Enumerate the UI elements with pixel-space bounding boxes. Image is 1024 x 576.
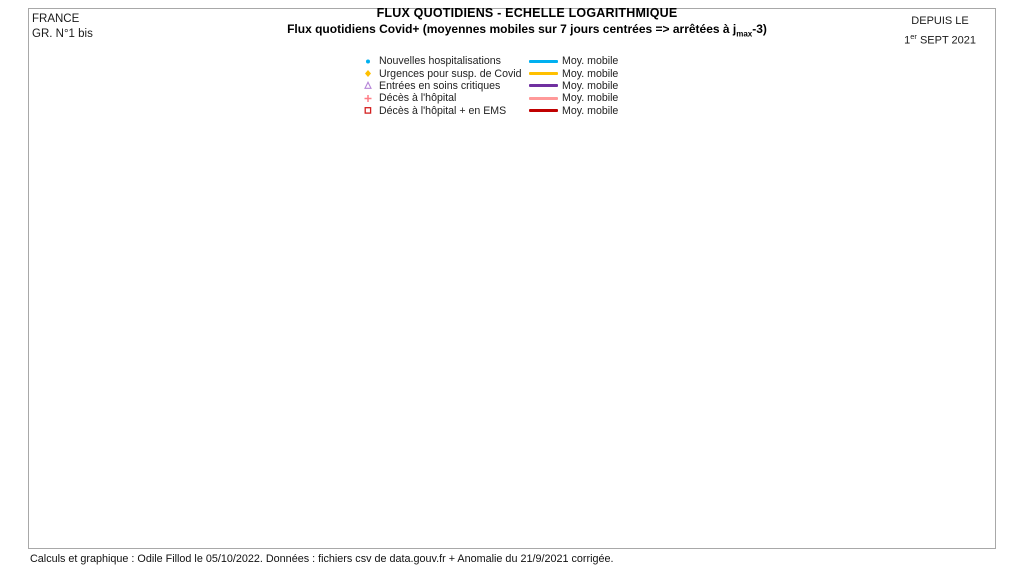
legend-row-1: Nouvelles hospitalisations Moy. mobile bbox=[362, 55, 618, 67]
subtitle-text: Flux quotidiens Covid+ (moyennes mobiles… bbox=[287, 22, 737, 36]
marker-plus-icon bbox=[362, 93, 379, 104]
legend-line-sample bbox=[529, 72, 558, 76]
marker-diamond-icon bbox=[362, 68, 379, 79]
marker-dot-icon bbox=[362, 56, 379, 67]
legend-line-label: Moy. mobile bbox=[562, 92, 619, 105]
legend-line-sample bbox=[529, 96, 558, 100]
chart-legend: Nouvelles hospitalisations Moy. mobile Urg… bbox=[362, 55, 618, 117]
group-label: GR. N°1 bis bbox=[32, 28, 93, 40]
legend-line-label: Moy. mobile bbox=[562, 67, 619, 80]
legend-row-4: Décès à l'hôpital Moy. mobile bbox=[362, 92, 618, 104]
legend-row-2: Urgences pour susp. de Covid Moy. mobile bbox=[362, 67, 619, 80]
title-block: FLUX QUOTIDIENS - ECHELLE LOGARITHMIQUE … bbox=[180, 6, 874, 38]
subtitle-subscript: max bbox=[736, 29, 753, 39]
subtitle-end: -3) bbox=[752, 22, 767, 36]
since-label: DEPUIS LE bbox=[911, 15, 969, 27]
legend-series-label: Décès à l'hôpital bbox=[379, 92, 457, 105]
marker-triangle-icon bbox=[362, 80, 379, 91]
legend-series-label: Décès à l'hôpital + en EMS bbox=[379, 104, 507, 117]
legend-line-sample bbox=[529, 109, 558, 113]
legend-row-3: Entrées en soins critiques Moy. mobile bbox=[362, 80, 618, 92]
chart-subtitle: Flux quotidiens Covid+ (moyennes mobiles… bbox=[180, 22, 874, 38]
legend-series-label: Entrées en soins critiques bbox=[379, 79, 501, 92]
since-date: 1er SEPT 2021 bbox=[904, 29, 976, 49]
marker-square-icon bbox=[362, 105, 379, 116]
footer-credit: Calculs et graphique : Odile Fillod le 0… bbox=[30, 553, 614, 565]
legend-series-label: Nouvelles hospitalisations bbox=[379, 55, 501, 68]
region-label: FRANCE bbox=[32, 13, 80, 25]
since-superscript: er bbox=[910, 32, 917, 41]
since-day: 1 bbox=[904, 34, 911, 47]
legend-line-sample bbox=[529, 59, 558, 63]
since-block: DEPUIS LE 1er SEPT 2021 bbox=[904, 14, 976, 49]
chart-title: FLUX QUOTIDIENS - ECHELLE LOGARITHMIQUE bbox=[376, 6, 678, 20]
legend-line-label: Moy. mobile bbox=[562, 79, 619, 92]
legend-row-5: Décès à l'hôpital + en EMS Moy. mobile bbox=[362, 105, 618, 117]
legend-line-sample bbox=[529, 84, 558, 88]
chart-frame bbox=[28, 8, 996, 549]
legend-line-label: Moy. mobile bbox=[562, 55, 619, 68]
legend-series-label: Urgences pour susp. de Covid bbox=[379, 67, 522, 80]
since-rest: SEPT 2021 bbox=[919, 34, 976, 47]
region-block: FRANCE GR. N°1 bis bbox=[32, 12, 93, 42]
legend-line-label: Moy. mobile bbox=[562, 104, 619, 117]
